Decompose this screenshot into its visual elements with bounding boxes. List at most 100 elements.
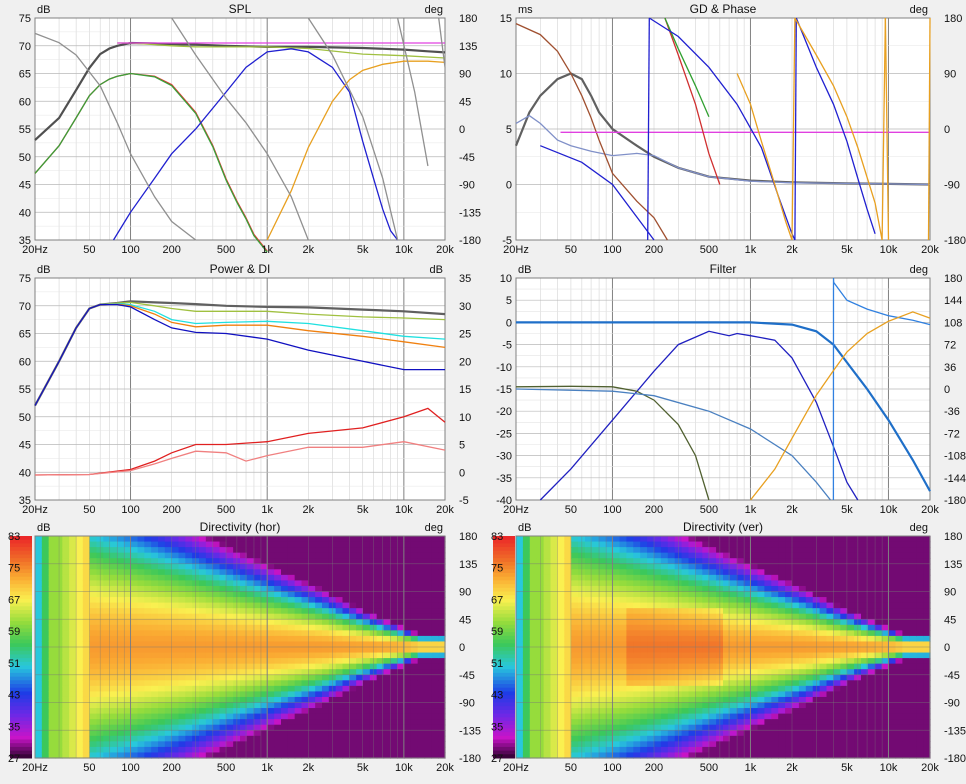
y2-tick-label: -135 [944, 725, 966, 737]
y-tick-label: 50 [19, 152, 31, 164]
y-tick-label: 59 [8, 626, 20, 638]
y2-tick-label: 5 [459, 440, 465, 452]
y2-tick-label: 45 [459, 96, 471, 108]
x-tick-label: 20Hz [22, 504, 48, 516]
y2-tick-label: -90 [944, 698, 960, 710]
y2-tick-label: -180 [459, 753, 481, 765]
y-tick-label: 75 [19, 13, 31, 25]
x-tick-label: 20k [436, 762, 454, 774]
y-tick-label: 43 [491, 690, 503, 702]
y-tick-label: -30 [496, 451, 512, 463]
y-tick-label: 35 [8, 721, 20, 733]
x-tick-label: 5k [357, 504, 369, 516]
y-tick-label: -35 [496, 473, 512, 485]
x-tick-label: 20Hz [503, 244, 529, 256]
y2-axis-label: deg [910, 522, 928, 534]
y2-tick-label: -180 [944, 753, 966, 765]
x-tick-label: 100 [603, 244, 621, 256]
y-tick-label: 27 [8, 753, 20, 765]
y-tick-label: 51 [8, 658, 20, 670]
y2-tick-label: -5 [459, 495, 469, 507]
chart-title: SPL [229, 2, 252, 16]
chart-title: Directivity (ver) [683, 520, 763, 534]
y-tick-label: 55 [19, 384, 31, 396]
x-tick-label: 1k [261, 504, 273, 516]
x-tick-label: 500 [217, 244, 235, 256]
x-tick-label: 50 [83, 244, 95, 256]
y-tick-label: 75 [8, 563, 20, 575]
x-tick-label: 100 [603, 762, 621, 774]
chart-title: Directivity (hor) [200, 520, 281, 534]
y2-tick-label: -180 [944, 495, 966, 507]
y2-axis-label: deg [910, 264, 928, 276]
x-tick-label: 20k [921, 762, 939, 774]
y-tick-label: 10 [500, 69, 512, 81]
y-tick-label: 65 [19, 329, 31, 341]
y-tick-label: 67 [8, 594, 20, 606]
x-tick-label: 10k [880, 762, 898, 774]
y2-tick-label: 20 [459, 356, 471, 368]
y2-tick-label: -36 [944, 406, 960, 418]
y2-tick-label: 15 [459, 384, 471, 396]
y-axis-label: dB [37, 4, 50, 16]
y2-tick-label: 35 [459, 273, 471, 285]
y2-tick-label: 45 [944, 614, 956, 626]
y-tick-label: -5 [502, 340, 512, 352]
x-tick-label: 10k [880, 244, 898, 256]
x-tick-label: 20k [436, 504, 454, 516]
x-tick-label: 500 [217, 762, 235, 774]
y2-axis-label: dB [430, 264, 443, 276]
y2-tick-label: -90 [459, 698, 475, 710]
y-axis-label: ms [518, 4, 533, 16]
x-tick-label: 5k [357, 762, 369, 774]
x-tick-label: 20Hz [503, 504, 529, 516]
y2-tick-label: -45 [459, 670, 475, 682]
x-tick-label: 100 [121, 244, 139, 256]
x-tick-label: 2k [786, 504, 798, 516]
x-tick-label: 100 [121, 762, 139, 774]
x-tick-label: 2k [303, 762, 315, 774]
y2-axis-label: deg [910, 4, 928, 16]
y-tick-label: 45 [19, 440, 31, 452]
y2-tick-label: 0 [459, 124, 465, 136]
y-axis-label: dB [37, 522, 50, 534]
y2-tick-label: 108 [944, 317, 962, 329]
x-tick-label: 100 [603, 504, 621, 516]
x-tick-label: 50 [83, 504, 95, 516]
y-axis-label: dB [518, 264, 531, 276]
y2-tick-label: -135 [459, 207, 481, 219]
y2-tick-label: 180 [459, 531, 477, 543]
y-tick-label: 5 [506, 295, 512, 307]
y-tick-label: 5 [506, 124, 512, 136]
y-tick-label: -15 [496, 384, 512, 396]
y-tick-label: 60 [19, 96, 31, 108]
y2-tick-label: 0 [944, 384, 950, 396]
x-tick-label: 10k [395, 504, 413, 516]
x-tick-label: 200 [645, 762, 663, 774]
x-tick-label: 1k [745, 762, 757, 774]
y2-tick-label: 144 [944, 295, 962, 307]
y2-tick-label: -180 [459, 235, 481, 247]
x-tick-label: 20Hz [22, 244, 48, 256]
y2-tick-label: 10 [459, 412, 471, 424]
y-axis-label: dB [518, 522, 531, 534]
y2-axis-label: deg [425, 522, 443, 534]
y2-tick-label: 45 [459, 614, 471, 626]
y-tick-label: 60 [19, 356, 31, 368]
x-tick-label: 50 [565, 504, 577, 516]
y2-tick-label: 180 [944, 531, 962, 543]
x-tick-label: 200 [162, 504, 180, 516]
x-tick-label: 500 [700, 244, 718, 256]
y2-tick-label: 0 [944, 124, 950, 136]
y-tick-label: 55 [19, 124, 31, 136]
y2-tick-label: -180 [944, 235, 966, 247]
y-tick-label: 35 [491, 721, 503, 733]
y-tick-label: 43 [8, 690, 20, 702]
y2-tick-label: 25 [459, 329, 471, 341]
x-tick-label: 100 [121, 504, 139, 516]
x-tick-label: 1k [745, 504, 757, 516]
x-tick-label: 10k [395, 762, 413, 774]
